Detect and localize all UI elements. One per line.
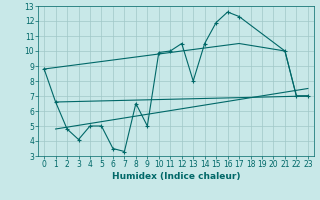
X-axis label: Humidex (Indice chaleur): Humidex (Indice chaleur)	[112, 172, 240, 181]
